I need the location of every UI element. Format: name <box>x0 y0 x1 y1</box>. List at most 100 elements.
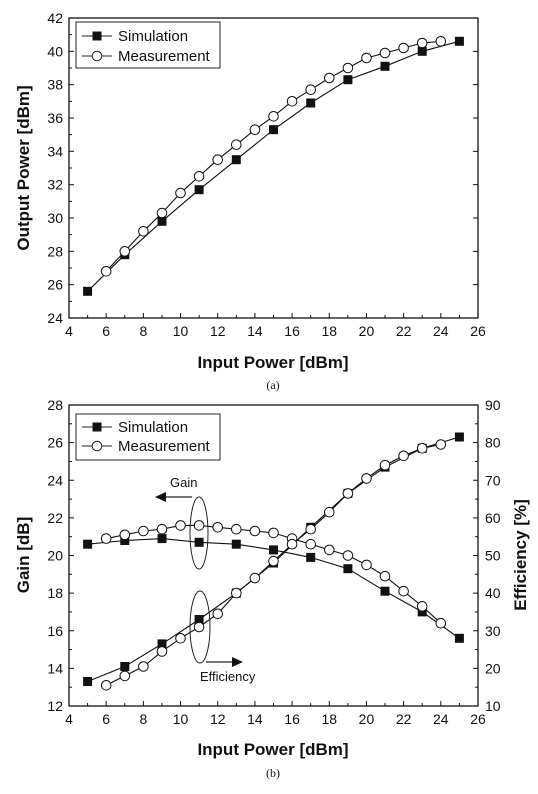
data-point-measurement <box>379 47 391 59</box>
output-power-chart: 4 6 8 10 12 14 16 18 20 22 24 26 24 26 28 30 32 34 36 38 40… <box>14 10 486 392</box>
y-tick-label: 32 <box>47 177 63 193</box>
data-point-gain-measurement <box>100 533 112 544</box>
data-point-gain-simulation <box>231 539 241 549</box>
x-tick-label: 12 <box>210 711 226 727</box>
x-tick-label: 20 <box>359 323 375 339</box>
data-point-gain-simulation <box>120 536 130 545</box>
data-point-gain-simulation <box>380 586 390 596</box>
gain-ellipse <box>189 496 209 570</box>
x-tick-label: 12 <box>210 323 226 339</box>
efficiency-ellipse <box>189 590 211 664</box>
gain-annotation: Gain <box>155 475 209 570</box>
y-tick-label: 42 <box>47 10 63 26</box>
y-tick-label: 24 <box>47 310 63 326</box>
y-tick-label: 40 <box>47 43 63 59</box>
legend: Simulation Measurement <box>75 21 221 69</box>
data-point-efficiency-simulation <box>120 662 130 671</box>
caption: (b) <box>266 766 280 780</box>
data-point-efficiency-measurement <box>324 506 335 518</box>
data-point-measurement <box>342 62 354 74</box>
y-tick-label: 20 <box>47 548 63 564</box>
data-point-gain-measurement <box>416 601 428 612</box>
data-point-gain-measurement <box>193 520 205 531</box>
x-tick-label: 18 <box>321 323 337 339</box>
data-point-measurement <box>268 111 279 122</box>
x-tick-label: 6 <box>102 323 110 339</box>
data-point-simulation <box>83 286 93 296</box>
data-point-simulation <box>454 36 464 46</box>
x-tick-label: 26 <box>470 323 486 339</box>
y-tick-label: 26 <box>47 435 63 451</box>
data-point-efficiency-measurement <box>249 572 261 584</box>
caption: (a) <box>266 378 279 392</box>
data-point-measurement <box>175 187 186 199</box>
data-point-efficiency-measurement <box>175 633 186 644</box>
series-line-measurement <box>105 40 441 272</box>
x-tick-label: 16 <box>284 323 300 339</box>
data-point-measurement <box>156 207 168 219</box>
data-point-measurement <box>435 36 447 47</box>
efficiency-arrowhead <box>232 657 243 667</box>
data-point-simulation <box>231 155 241 165</box>
data-point-gain-measurement <box>435 617 447 629</box>
data-point-gain-measurement <box>361 559 372 571</box>
data-point-gain-measurement <box>398 585 409 597</box>
y-tick-label: 34 <box>47 143 63 159</box>
data-point-efficiency-measurement <box>342 488 354 499</box>
y-tick-label: 12 <box>47 698 63 714</box>
gain-label: Gain <box>170 475 197 490</box>
x-tick-label: 8 <box>139 711 147 727</box>
data-point-measurement <box>212 154 223 165</box>
data-point-gain-simulation <box>269 545 278 555</box>
data-point-efficiency-measurement <box>156 646 168 657</box>
legend-label-simulation: Simulation <box>118 419 188 436</box>
x-tick-label: 26 <box>470 711 486 727</box>
data-point-efficiency-measurement <box>138 661 149 672</box>
y2-tick-label: 30 <box>485 623 501 639</box>
legend-marker-measurement <box>91 440 103 452</box>
x-tick-label: 24 <box>433 711 449 727</box>
data-point-simulation <box>380 61 390 71</box>
data-point-measurement <box>398 42 409 54</box>
y2-tick-label: 80 <box>485 435 501 451</box>
data-point-measurement <box>416 37 428 49</box>
data-point-gain-measurement <box>175 520 186 531</box>
y-tick-label: 28 <box>47 243 63 259</box>
x-tick-label: 4 <box>65 711 73 727</box>
x-tick-label: 10 <box>173 323 189 339</box>
data-point-simulation <box>343 75 353 85</box>
data-point-measurement <box>138 226 149 237</box>
data-point-efficiency-measurement <box>435 439 447 450</box>
data-point-gain-measurement <box>324 544 335 556</box>
data-point-gain-simulation <box>343 564 353 574</box>
data-point-gain-measurement <box>342 550 354 561</box>
legend-marker-measurement <box>91 50 103 62</box>
data-point-efficiency-measurement <box>361 473 372 484</box>
x-tick-label: 14 <box>247 711 263 727</box>
data-point-efficiency-measurement <box>305 523 317 535</box>
data-point-simulation <box>269 125 278 135</box>
data-point-efficiency-simulation <box>194 615 204 624</box>
series-line-simulation <box>87 40 460 292</box>
data-point-gain-measurement <box>249 525 261 537</box>
gain-arrowhead <box>155 492 166 502</box>
data-point-efficiency-measurement <box>100 680 112 691</box>
data-point-efficiency-measurement <box>379 459 391 471</box>
y-tick-label: 24 <box>47 472 63 488</box>
y2-tick-label: 40 <box>485 585 501 601</box>
gain-efficiency-chart: 4 6 8 10 12 14 16 18 20 22 24 26 12 14 16 18 20 22 24 26 28… <box>14 397 530 780</box>
x-tick-label: 8 <box>139 323 147 339</box>
data-point-gain-simulation <box>157 534 167 544</box>
data-point-gain-measurement <box>119 529 131 541</box>
x-tick-label: 22 <box>396 323 412 339</box>
legend-label-simulation: Simulation <box>118 28 188 45</box>
data-point-gain-simulation <box>83 539 93 549</box>
y2-tick-label: 20 <box>485 660 501 676</box>
data-point-simulation <box>157 216 167 226</box>
x-tick-label: 18 <box>321 711 337 727</box>
y-tick-label: 16 <box>47 623 63 639</box>
data-point-gain-measurement <box>268 527 279 539</box>
y2-tick-label: 70 <box>485 472 501 488</box>
data-point-gain-measurement <box>305 538 317 550</box>
